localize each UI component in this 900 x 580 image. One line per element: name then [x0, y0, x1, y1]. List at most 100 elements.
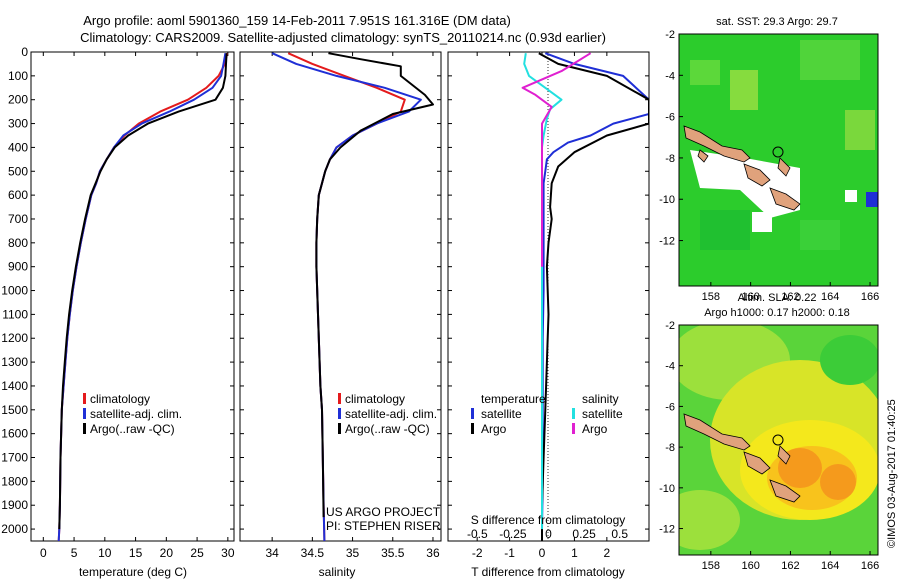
y-tick-label: 1300: [1, 355, 28, 369]
x-tick-label: 0: [539, 546, 546, 560]
y-tick-label: 1400: [1, 379, 28, 393]
legend-sal-head: salinity: [582, 392, 619, 406]
y-tick-label: 300: [8, 117, 28, 131]
legend-label-sal-satellite: satellite: [582, 407, 623, 421]
series-line-argo-raw-qc-: [315, 52, 434, 518]
x-tick-label-top: -0.25: [499, 527, 527, 541]
lon-tick-label: 160: [741, 291, 759, 303]
lon-tick-label: 166: [861, 291, 879, 303]
island: [743, 451, 771, 475]
x-tick-label-top: 0.25: [572, 527, 596, 541]
lat-tick-label: -2: [665, 320, 675, 332]
legend-label-satellite: satellite-adj. clim.: [345, 407, 437, 421]
lat-tick-label: -12: [659, 236, 675, 248]
x-tick-label: 10: [98, 546, 112, 560]
y-tick-label: 1200: [1, 331, 28, 345]
x-tick-label: 0: [40, 546, 47, 560]
legend-swatch-temp-argo: [471, 423, 474, 434]
sst-patch: [800, 220, 840, 250]
lat-tick-label: -2: [665, 29, 675, 41]
lon-tick-label: 164: [821, 560, 839, 572]
difference-depth-ticks: [448, 51, 649, 530]
legend-label-satellite: satellite-adj. clim.: [90, 407, 182, 421]
sst-patch: [730, 70, 758, 110]
legend-swatch-temp-satellite: [471, 408, 474, 419]
salinity-diff-ticks: -0.5 -0.25 0 0.25 0.5: [467, 527, 628, 541]
sla-blob: [820, 335, 878, 385]
sst-patch: [700, 210, 750, 250]
diff-x-label: T difference from climatology: [471, 565, 625, 579]
legend-label-temp-satellite: satellite: [481, 407, 522, 421]
lat-tick-label: -4: [665, 70, 675, 82]
lat-tick-label: -6: [665, 401, 675, 413]
land-islands: [683, 413, 801, 503]
legend-swatch-satellite: [83, 408, 86, 419]
header-line-1: Argo profile: aoml 5901360_159 14-Feb-20…: [83, 13, 511, 28]
difference-x-ticks: -2 -1 0 1 2: [472, 52, 611, 560]
sst-map-title: sat. SST: 29.3 Argo: 29.7: [716, 16, 838, 28]
sst-missing: [752, 212, 772, 232]
sst-missing: [690, 150, 800, 218]
sst-map: sat. SST: 29.3 Argo: 29.7 158 160 162 164: [659, 16, 879, 303]
temperature-plot: 0100200300400500600700800900100011001200…: [1, 45, 235, 579]
x-tick-label: 20: [160, 546, 174, 560]
island: [683, 413, 751, 451]
island: [777, 445, 791, 465]
series-line-temperature-argo: [538, 52, 649, 541]
sst-patch: [690, 60, 720, 85]
sst-patch: [800, 40, 860, 80]
y-tick-label: 1900: [1, 498, 28, 512]
legend-temp-head: temperature: [481, 392, 546, 406]
y-tick-label: 1100: [2, 307, 28, 321]
y-tick-label: 100: [8, 69, 28, 83]
y-tick-label: 200: [8, 93, 28, 107]
sst-patch: [845, 110, 875, 150]
lon-tick-label: 166: [861, 560, 879, 572]
y-tick-label: 0: [21, 45, 28, 59]
lon-tick-label: 162: [781, 291, 799, 303]
salinity-x-ticks: 34 34.5 35 35.5 36: [265, 52, 440, 560]
lon-tick-label: 158: [702, 560, 720, 572]
x-tick-label: 1: [571, 546, 578, 560]
sst-missing: [845, 190, 857, 202]
salinity-plot: 34 34.5 35 35.5 36 salinity climatology sate…: [239, 51, 442, 579]
y-tick-label: 1500: [1, 403, 28, 417]
difference-series: [521, 52, 649, 541]
legend-swatch-climatology: [338, 393, 341, 404]
lon-tick-label: 164: [821, 291, 839, 303]
y-tick-label: 1700: [1, 451, 28, 465]
x-tick-label: 35.5: [381, 546, 405, 560]
sla-map-ticks: 158 160 162 164 166 -2 -4 -6 -8 -10 -12: [659, 320, 879, 572]
salinity-plot-frame: [239, 51, 442, 542]
island: [777, 157, 791, 177]
x-tick-label-top: -0.5: [467, 527, 488, 541]
legend-swatch-satellite: [338, 408, 341, 419]
temperature-x-label: temperature (deg C): [79, 565, 187, 579]
difference-plot: -2 -1 0 1 2 -0.5 -0.25 0 0.25 0.5 S difference f…: [447, 51, 650, 579]
lon-tick-label: 158: [702, 291, 720, 303]
lat-tick-label: -10: [659, 194, 675, 206]
island: [769, 187, 801, 211]
sla-blob: [679, 490, 740, 550]
y-tick-label: 1800: [1, 474, 28, 488]
lat-tick-label: -6: [665, 112, 675, 124]
legend-label-temp-argo: Argo: [481, 422, 507, 436]
salinity-legend: climatology satellite-adj. clim. Argo(..…: [338, 392, 437, 436]
legend-label-sal-argo: Argo: [582, 422, 608, 436]
island: [769, 479, 801, 503]
legend-swatch-argo: [338, 423, 341, 434]
island: [743, 163, 771, 187]
sla-map-title-2: Argo h1000: 0.17 h2000: 0.18: [704, 307, 850, 319]
argo-location-marker: [772, 146, 784, 158]
legend-swatch-sal-satellite: [572, 408, 575, 419]
sst-map-frame: [678, 33, 879, 287]
x-tick-label: 36: [426, 546, 440, 560]
lat-tick-label: -8: [665, 153, 675, 165]
x-tick-label: 30: [221, 546, 235, 560]
legend-label-climatology: climatology: [90, 392, 150, 406]
sla-map-frame: [678, 324, 879, 556]
x-tick-label: 34.5: [301, 546, 325, 560]
sst-map-ticks: 158 160 162 164 166 -2 -4 -6 -8 -10 -12: [659, 29, 879, 303]
lat-tick-label: -8: [665, 442, 675, 454]
